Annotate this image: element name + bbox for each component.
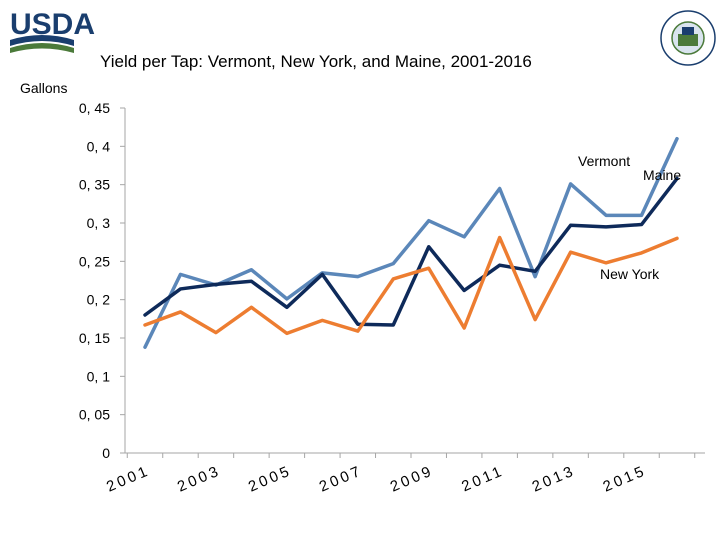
y-tick-label: 0, 25 [79, 253, 110, 269]
x-tick-label: 2003 [175, 462, 223, 495]
usda-logo-text: USDA [10, 8, 95, 41]
x-tick-label: 2013 [530, 462, 578, 495]
series-line-vermont [143, 136, 679, 349]
y-tick-label: 0, 1 [87, 368, 111, 384]
y-tick-label: 0, 4 [87, 138, 111, 154]
usda-logo: USDA [10, 8, 95, 53]
y-tick-label: 0, 3 [87, 215, 111, 231]
x-tick-label: 2009 [388, 462, 436, 495]
chart-title: Yield per Tap: Vermont, New York, and Ma… [100, 52, 532, 71]
y-axis-label: Gallons [20, 80, 68, 96]
series-line-maine [143, 176, 679, 327]
agriculture-counts-seal [660, 10, 716, 66]
y-tick-label: 0, 45 [79, 100, 110, 116]
series-label-vermont: Vermont [578, 153, 630, 169]
y-tick-label: 0, 15 [79, 330, 110, 346]
x-tick-label: 2011 [459, 462, 506, 495]
series-label-maine: Maine [643, 167, 681, 183]
y-tick-label: 0, 2 [87, 292, 111, 308]
x-tick-label: 2001 [104, 462, 152, 495]
series-label-new-york: New York [600, 266, 660, 282]
series-line-new-york [143, 235, 679, 336]
x-tick-label: 2015 [601, 462, 649, 495]
y-tick-label: 0 [102, 445, 110, 461]
y-tick-label: 0, 35 [79, 177, 110, 193]
header-band: USDA [10, 8, 716, 66]
x-tick-label: 2005 [246, 462, 294, 495]
x-tick-label: 2007 [317, 462, 365, 495]
y-tick-label: 0, 05 [79, 407, 110, 423]
